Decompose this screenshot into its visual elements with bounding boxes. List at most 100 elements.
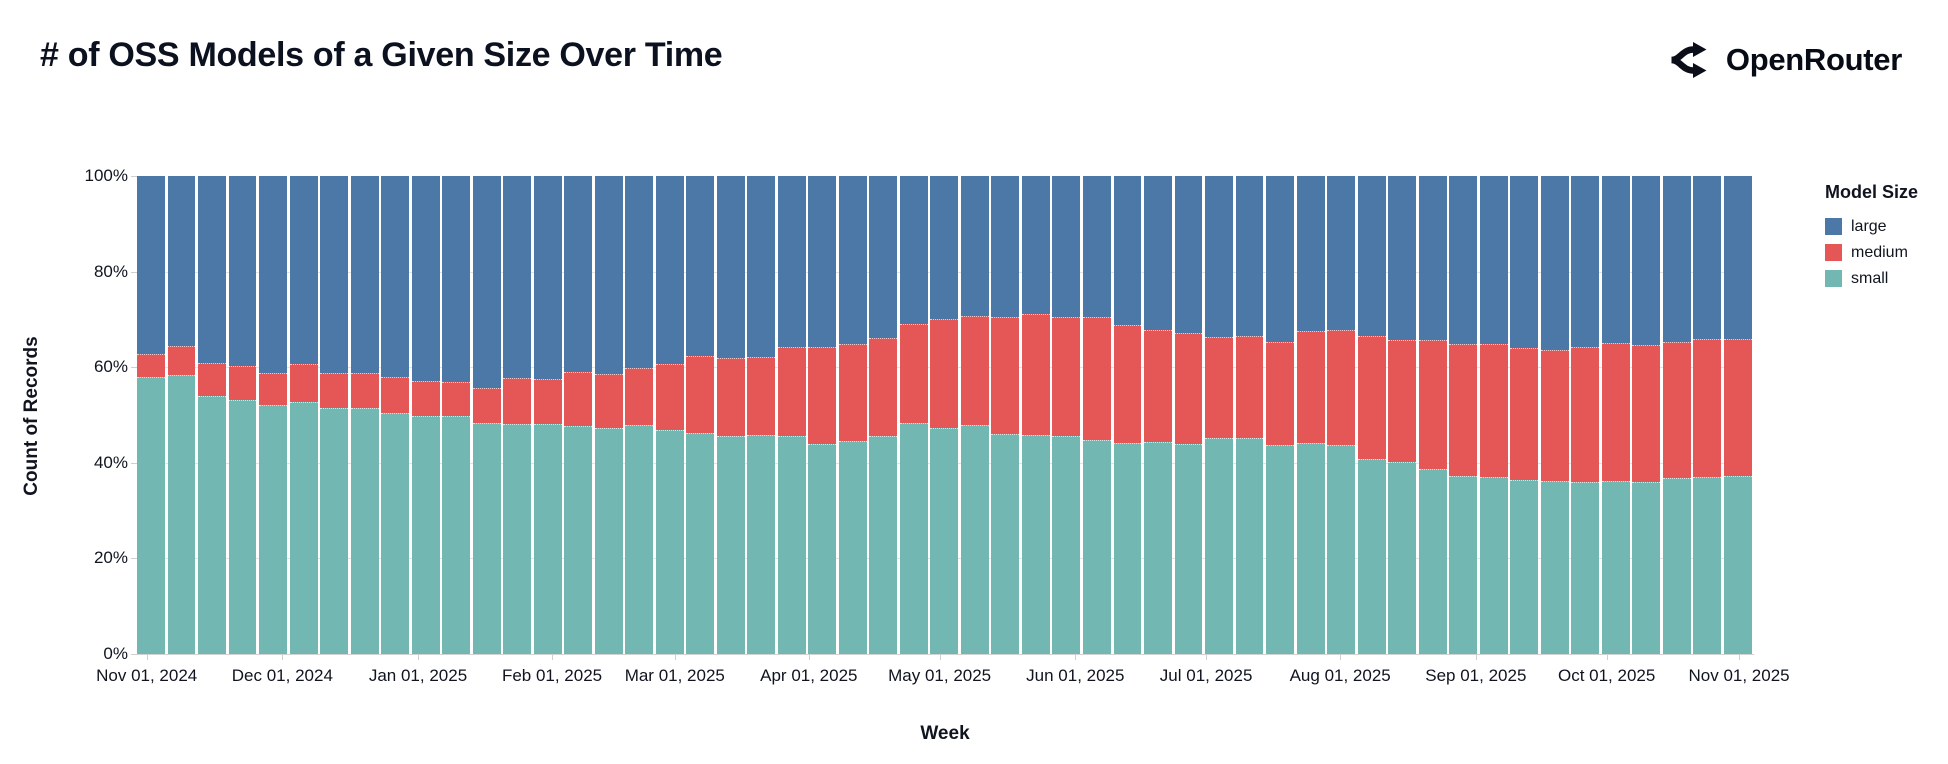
bar-week-46 bbox=[1510, 176, 1539, 654]
bar-segment-medium bbox=[228, 366, 257, 401]
bar-segment-large bbox=[930, 176, 959, 320]
bar-segment-small bbox=[808, 443, 837, 654]
bar-week-8 bbox=[350, 176, 379, 654]
page-title: # of OSS Models of a Given Size Over Tim… bbox=[40, 36, 723, 74]
bar-week-23 bbox=[808, 176, 837, 654]
bar-segment-small bbox=[472, 422, 501, 654]
bar-segment-medium bbox=[808, 347, 837, 444]
y-axis-tick-label-40: 40% bbox=[93, 452, 128, 472]
bar-week-24 bbox=[838, 176, 867, 654]
bar-segment-medium bbox=[869, 337, 898, 436]
legend-title: Model Size bbox=[1825, 182, 1919, 202]
bar-segment-small bbox=[167, 374, 196, 654]
bar-segment-medium bbox=[594, 374, 623, 429]
bar-segment-medium bbox=[1357, 336, 1386, 460]
bar-segment-medium bbox=[198, 362, 226, 396]
x-axis-tick-mark-9 bbox=[1340, 655, 1342, 660]
y-axis-tick-mark-0 bbox=[131, 654, 137, 655]
bar-week-43 bbox=[1418, 176, 1447, 654]
x-axis-tick-label-7: Jun 01, 2025 bbox=[1026, 666, 1125, 685]
bar-week-34 bbox=[1144, 176, 1172, 654]
bar-segment-medium bbox=[1296, 330, 1325, 443]
bar-segment-medium bbox=[1021, 314, 1050, 435]
bar-segment-large bbox=[594, 176, 623, 375]
bar-segment-large bbox=[655, 176, 684, 364]
bar-segment-large bbox=[411, 176, 440, 382]
bar-segment-large bbox=[198, 176, 226, 363]
x-axis-tick-label-1: Dec 01, 2024 bbox=[231, 666, 333, 685]
bar-week-27 bbox=[930, 176, 959, 654]
bar-segment-medium bbox=[1113, 324, 1142, 444]
x-axis-tick-mark-10 bbox=[1475, 655, 1477, 660]
bar-week-13 bbox=[503, 176, 532, 654]
bar-segment-large bbox=[533, 176, 562, 379]
x-axis-tick-label-8: Jul 01, 2025 bbox=[1159, 666, 1253, 685]
bar-segment-medium bbox=[625, 368, 654, 426]
bar-segment-large bbox=[960, 176, 989, 317]
bar-segment-large bbox=[167, 176, 196, 347]
bar-segment-small bbox=[777, 436, 806, 654]
bar-segment-large bbox=[1021, 176, 1050, 315]
plot-area bbox=[137, 176, 1752, 654]
bar-week-17 bbox=[625, 176, 654, 654]
bar-segment-large bbox=[1327, 176, 1356, 331]
bar-segment-medium bbox=[1479, 343, 1508, 477]
bar-week-49 bbox=[1601, 176, 1630, 654]
bar-segment-small bbox=[1144, 442, 1172, 654]
bar-segment-small bbox=[1693, 476, 1722, 654]
x-axis-tick-label-2: Jan 01, 2025 bbox=[368, 666, 468, 685]
x-axis-domain-line bbox=[137, 654, 1754, 655]
bar-segment-large bbox=[228, 176, 257, 367]
bar-week-33 bbox=[1113, 176, 1142, 654]
bar-segment-large bbox=[442, 176, 471, 382]
bar-segment-large bbox=[1144, 176, 1172, 330]
bar-segment-large bbox=[1723, 176, 1752, 340]
bar-segment-large bbox=[1205, 176, 1233, 338]
legend-label-large: large bbox=[1851, 218, 1887, 235]
bar-week-14 bbox=[533, 176, 562, 654]
bar-segment-large bbox=[1388, 176, 1417, 341]
bar-segment-medium bbox=[167, 346, 196, 375]
bar-week-32 bbox=[1082, 176, 1111, 654]
bar-segment-medium bbox=[1144, 329, 1172, 443]
bar-week-28 bbox=[960, 176, 989, 654]
bar-week-11 bbox=[442, 176, 471, 654]
bar-segment-medium bbox=[655, 363, 684, 431]
bar-week-38 bbox=[1266, 176, 1294, 654]
bar-week-52 bbox=[1693, 176, 1722, 654]
bar-segment-large bbox=[1174, 176, 1203, 333]
bar-segment-large bbox=[1479, 176, 1508, 344]
y-axis-tick-label-0: 0% bbox=[103, 644, 128, 663]
bar-segment-medium bbox=[442, 381, 471, 416]
openrouter-logo[interactable]: OpenRouter bbox=[1669, 38, 1902, 82]
bar-segment-small bbox=[655, 430, 684, 654]
bars bbox=[137, 176, 1752, 654]
bar-week-2 bbox=[167, 176, 196, 654]
x-axis-tick-mark-11 bbox=[1606, 655, 1608, 660]
bar-week-39 bbox=[1296, 176, 1325, 654]
x-axis-tick-label-0: Nov 01, 2024 bbox=[96, 666, 198, 685]
bar-segment-small bbox=[747, 435, 776, 654]
bar-segment-small bbox=[1723, 476, 1752, 654]
x-axis-tick-mark-12 bbox=[1739, 655, 1741, 660]
bar-week-7 bbox=[320, 176, 349, 654]
bar-segment-small bbox=[1174, 443, 1203, 654]
bar-segment-medium bbox=[533, 378, 562, 424]
bar-segment-large bbox=[1235, 176, 1264, 337]
bar-segment-large bbox=[1418, 176, 1447, 341]
bar-segment-small bbox=[1449, 475, 1478, 654]
y-axis-tick-label-80: 80% bbox=[93, 261, 128, 281]
bar-segment-large bbox=[625, 176, 654, 369]
bar-segment-large bbox=[1540, 176, 1569, 351]
x-axis-tick-label-10: Sep 01, 2025 bbox=[1425, 666, 1527, 685]
bar-segment-small bbox=[1266, 444, 1294, 654]
bar-segment-small bbox=[137, 376, 165, 654]
bar-week-19 bbox=[686, 176, 715, 654]
x-axis-tick-mark-8 bbox=[1206, 655, 1208, 660]
openrouter-brand-text: OpenRouter bbox=[1725, 42, 1902, 77]
bar-week-6 bbox=[289, 176, 318, 654]
bar-segment-small bbox=[838, 440, 867, 654]
bar-segment-medium bbox=[1449, 344, 1478, 476]
bar-segment-large bbox=[716, 176, 745, 359]
bar-segment-small bbox=[930, 427, 959, 654]
